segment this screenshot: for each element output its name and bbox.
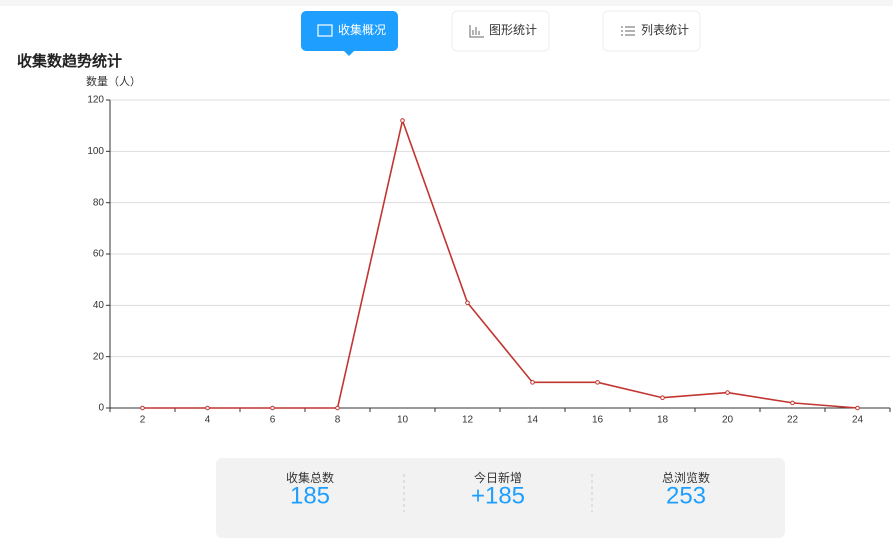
x-tick-label: 18 (657, 415, 669, 426)
tab-icon (317, 24, 333, 37)
point (595, 380, 600, 385)
x-tick-label: 14 (527, 415, 539, 426)
y-tick-label: 100 (87, 146, 104, 157)
point (725, 390, 730, 395)
x-tick-label: 16 (592, 415, 604, 426)
stat-value: 253 (666, 482, 706, 509)
point (660, 395, 665, 401)
point (140, 405, 145, 411)
chart-title: 收集数趋势统计 (17, 52, 122, 70)
x-tick-label: 24 (852, 415, 864, 426)
stat-label: 收集总数 (286, 470, 334, 485)
stat-value: 185 (290, 482, 330, 509)
stats-panel (216, 458, 785, 538)
point (855, 405, 860, 411)
y-axis-label: 数量（人） (86, 75, 141, 88)
tab[interactable]: 收集概况 (301, 11, 398, 56)
tab-bg (602, 10, 701, 52)
x-tick-label: 8 (335, 415, 341, 426)
y-tick-label: 20 (93, 351, 105, 362)
y-tick-label: 60 (93, 249, 105, 260)
y-tick-label: 0 (98, 403, 104, 414)
point (270, 405, 275, 411)
tab-label: 列表统计 (641, 23, 689, 37)
tab-pointer (344, 51, 354, 56)
tab-icon (469, 25, 484, 38)
y-tick-label: 80 (93, 197, 105, 208)
x-tick-label: 4 (205, 415, 211, 426)
tab-bg (301, 11, 398, 51)
tab-bg (451, 10, 550, 52)
x-tick-label: 6 (270, 415, 276, 426)
point (400, 118, 405, 123)
point (790, 400, 795, 406)
top-bar (0, 0, 893, 6)
point (335, 405, 340, 411)
tab[interactable]: 列表统计 (602, 10, 701, 52)
x-tick-label: 20 (722, 415, 734, 426)
tab[interactable]: 图形统计 (451, 10, 550, 52)
x-tick-label: 10 (397, 415, 409, 426)
point (465, 300, 470, 306)
stat-label: 今日新增 (474, 470, 522, 485)
x-tick-label: 22 (787, 415, 799, 426)
point (530, 380, 535, 385)
tab-label: 收集概况 (338, 22, 386, 37)
tab-icon (621, 26, 635, 36)
stat-label: 总浏览数 (662, 470, 710, 485)
stat-value: +185 (471, 482, 525, 509)
y-tick-label: 120 (87, 95, 104, 106)
x-tick-label: 2 (140, 415, 146, 426)
y-tick-label: 40 (93, 300, 105, 311)
point (205, 405, 210, 411)
line (142, 117, 858, 409)
tab-label: 图形统计 (489, 23, 537, 37)
x-tick-label: 12 (462, 415, 474, 426)
